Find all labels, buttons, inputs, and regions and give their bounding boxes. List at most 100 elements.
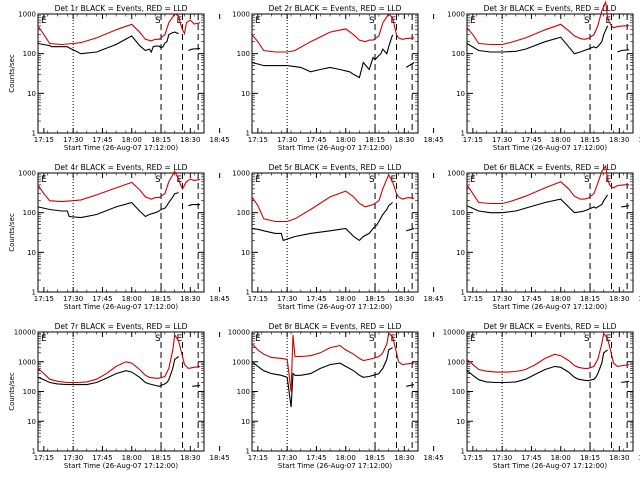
x-tick-label: 17:30 — [63, 136, 83, 144]
x-tick-label: 18:30 — [180, 136, 200, 144]
y-tick-label: 100 — [452, 50, 465, 58]
x-axis-label: Start Time (26-Aug-07 17:12:00) — [278, 303, 392, 311]
lld-series-line — [251, 13, 415, 53]
y-tick-label: 1 — [246, 289, 250, 297]
chart-title: Det 7r BLACK = Events, RED = LLD — [55, 322, 188, 331]
y-tick-label: 10 — [241, 90, 250, 98]
y-tick-label: 1 — [461, 448, 465, 456]
events-series-line — [466, 349, 630, 384]
x-tick-label: 18:15 — [151, 454, 171, 462]
y-tick-label: 10000 — [14, 329, 36, 337]
lld-series-line — [37, 333, 201, 384]
flag-label: E — [255, 175, 261, 185]
y-tick-label: 1000 — [447, 358, 465, 366]
flag-label: E — [470, 16, 476, 26]
y-tick-label: 100 — [23, 50, 36, 58]
flag-label: E — [606, 175, 612, 185]
x-tick-label: 17:15 — [248, 295, 268, 303]
x-axis-label: Start Time (26-Aug-07 17:12:00) — [278, 462, 392, 470]
y-axis-label: Counts/sec — [8, 213, 16, 252]
y-tick-label: 10000 — [443, 329, 465, 337]
y-tick-label: 100 — [452, 388, 465, 396]
x-tick-label: 17:15 — [463, 136, 483, 144]
y-tick-label: 100 — [23, 209, 36, 217]
y-tick-label: 100 — [237, 388, 250, 396]
y-tick-label: 1 — [32, 289, 36, 297]
x-tick-label: 18:45 — [424, 295, 444, 303]
x-tick-label: 17:30 — [492, 295, 512, 303]
flag-label: E — [177, 175, 183, 185]
x-tick-label: 17:15 — [34, 136, 54, 144]
flag-label: S — [584, 334, 590, 344]
lld-series-line — [37, 13, 201, 46]
chart-panel-8: Det 8r BLACK = Events, RED = LLD 1 10 100 10… — [228, 322, 444, 470]
x-tick-label: 18:15 — [580, 136, 600, 144]
x-tick-label: 18:00 — [122, 136, 142, 144]
y-tick-label: 100 — [23, 388, 36, 396]
x-tick-label: 17:45 — [92, 454, 112, 462]
chart-panel-2: Det 2r BLACK = Events, RED = LLD 1 10 100 10… — [232, 4, 444, 152]
flag-label: S — [155, 175, 161, 185]
flag-label: S — [369, 16, 375, 26]
y-tick-label: 10000 — [228, 329, 250, 337]
y-tick-label: 1 — [32, 448, 36, 456]
x-tick-label: 18:45 — [424, 454, 444, 462]
x-tick-label: 18:00 — [122, 295, 142, 303]
x-tick-label: 17:30 — [63, 454, 83, 462]
y-tick-label: 1000 — [447, 170, 465, 178]
x-tick-label: 17:15 — [463, 454, 483, 462]
lld-series-line — [37, 170, 201, 203]
x-tick-label: 18:15 — [151, 295, 171, 303]
x-tick-label: 17:45 — [92, 136, 112, 144]
flag-label: E — [177, 334, 183, 344]
x-tick-label: 18:45 — [210, 454, 230, 462]
flag-label: E — [41, 175, 47, 185]
x-axis-label: Start Time (26-Aug-07 17:12:00) — [493, 462, 607, 470]
y-tick-label: 10 — [27, 418, 36, 426]
y-tick-label: 1000 — [18, 358, 36, 366]
x-tick-label: 17:30 — [277, 454, 297, 462]
flag-label: S — [155, 334, 161, 344]
x-tick-label: 18:45 — [639, 454, 640, 462]
x-tick-label: 18:15 — [580, 295, 600, 303]
x-tick-label: 17:45 — [521, 454, 541, 462]
flag-label: E — [470, 175, 476, 185]
chart-title: Det 4r BLACK = Events, RED = LLD — [55, 163, 188, 172]
x-tick-label: 17:15 — [248, 136, 268, 144]
x-tick-label: 18:00 — [336, 136, 356, 144]
y-tick-label: 1000 — [18, 11, 36, 19]
x-tick-label: 17:30 — [277, 136, 297, 144]
y-tick-label: 1 — [246, 130, 250, 138]
plot-frame — [251, 13, 419, 134]
events-series-line — [37, 356, 201, 387]
y-tick-label: 10 — [27, 90, 36, 98]
y-tick-label: 1 — [32, 130, 36, 138]
y-tick-label: 10 — [456, 418, 465, 426]
x-tick-label: 18:30 — [180, 295, 200, 303]
plot-frame — [466, 172, 634, 293]
flag-label: E — [41, 16, 47, 26]
y-tick-label: 1000 — [447, 11, 465, 19]
x-tick-label: 18:45 — [424, 136, 444, 144]
chart-panel-6: Det 6r BLACK = Events, RED = LLD 1 10 100 10… — [447, 163, 640, 311]
events-series-line — [37, 31, 201, 55]
x-tick-label: 18:45 — [639, 136, 640, 144]
x-tick-label: 18:00 — [336, 295, 356, 303]
y-tick-label: 10 — [27, 249, 36, 257]
x-tick-label: 18:30 — [609, 136, 629, 144]
x-tick-label: 18:00 — [336, 454, 356, 462]
events-series-line — [466, 194, 630, 214]
events-series-line — [251, 347, 415, 408]
x-tick-label: 18:15 — [580, 454, 600, 462]
flag-label: S — [369, 175, 375, 185]
flag-label: S — [155, 16, 161, 26]
chart-panel-4: Det 4r BLACK = Events, RED = LLD 1 10 100 10… — [8, 163, 230, 311]
y-tick-label: 1 — [461, 130, 465, 138]
x-tick-label: 17:45 — [521, 136, 541, 144]
lld-series-line — [466, 0, 630, 46]
flag-label: E — [41, 334, 47, 344]
chart-panel-5: Det 5r BLACK = Events, RED = LLD 1 10 100 10… — [232, 163, 444, 311]
chart-title: Det 2r BLACK = Events, RED = LLD — [269, 4, 402, 13]
